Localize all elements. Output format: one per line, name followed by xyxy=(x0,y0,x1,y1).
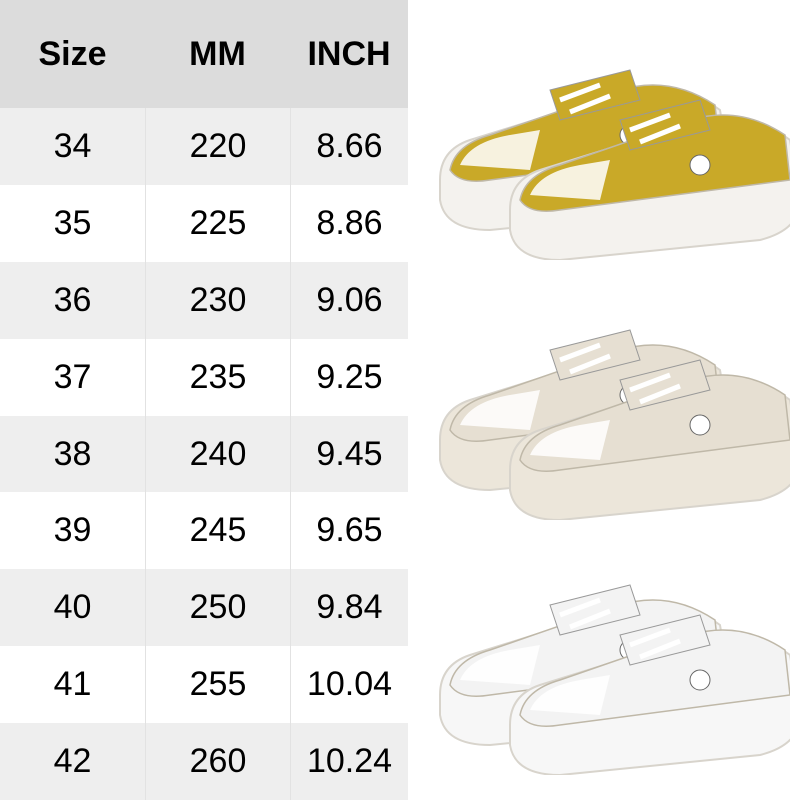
cell-inch: 9.45 xyxy=(290,415,408,493)
cell-inch: 8.66 xyxy=(290,108,408,185)
shoe-pair-graphic xyxy=(439,69,800,262)
header-mm: MM xyxy=(189,34,246,73)
cell-size: 38 xyxy=(53,434,92,473)
size-chart-table: Size MM INCH 34 220 8.66 35 225 8.86 36 230 9.06… xyxy=(0,0,408,800)
shoe-image-yellow xyxy=(430,20,800,262)
cell-mm: 220 xyxy=(145,108,290,185)
cell-mm: 230 xyxy=(145,261,290,339)
cell-mm: 255 xyxy=(145,646,290,724)
shoe-pair-graphic xyxy=(439,584,800,777)
table-row: 35 225 8.86 xyxy=(0,184,408,262)
cell-size: 39 xyxy=(53,511,92,550)
cell-size: 37 xyxy=(53,357,92,396)
table-row: 38 240 9.45 xyxy=(0,415,408,493)
cell-size: 42 xyxy=(53,742,92,781)
table-row: 42 260 10.24 xyxy=(0,723,408,800)
header-size: Size xyxy=(38,34,107,73)
cell-inch: 9.25 xyxy=(290,338,408,416)
table-row: 39 245 9.65 xyxy=(0,492,408,570)
shoe-pair-graphic xyxy=(439,329,800,522)
cell-inch: 10.24 xyxy=(290,723,408,800)
table-row: 36 230 9.06 xyxy=(0,261,408,339)
cell-mm: 260 xyxy=(145,723,290,800)
table-row: 40 250 9.84 xyxy=(0,569,408,647)
cell-size: 40 xyxy=(53,588,92,627)
table-row: 34 220 8.66 xyxy=(0,108,408,185)
cell-mm: 245 xyxy=(145,492,290,570)
cell-inch: 10.04 xyxy=(290,646,408,724)
cell-size: 41 xyxy=(53,665,92,704)
shoe-image-beige xyxy=(430,280,800,522)
cell-inch: 9.84 xyxy=(290,569,408,647)
header-inch: INCH xyxy=(307,34,391,73)
cell-mm: 225 xyxy=(145,184,290,262)
cell-inch: 8.86 xyxy=(290,184,408,262)
cell-inch: 9.65 xyxy=(290,492,408,570)
cell-mm: 250 xyxy=(145,569,290,647)
table-row: 41 255 10.04 xyxy=(0,646,408,724)
cell-inch: 9.06 xyxy=(290,261,408,339)
cell-size: 35 xyxy=(53,203,92,242)
cell-mm: 240 xyxy=(145,415,290,493)
table-header: Size MM INCH xyxy=(0,0,408,108)
cell-mm: 235 xyxy=(145,338,290,416)
table-row: 37 235 9.25 xyxy=(0,338,408,416)
shoe-image-white xyxy=(430,535,800,777)
cell-size: 34 xyxy=(53,126,92,165)
cell-size: 36 xyxy=(53,280,92,319)
